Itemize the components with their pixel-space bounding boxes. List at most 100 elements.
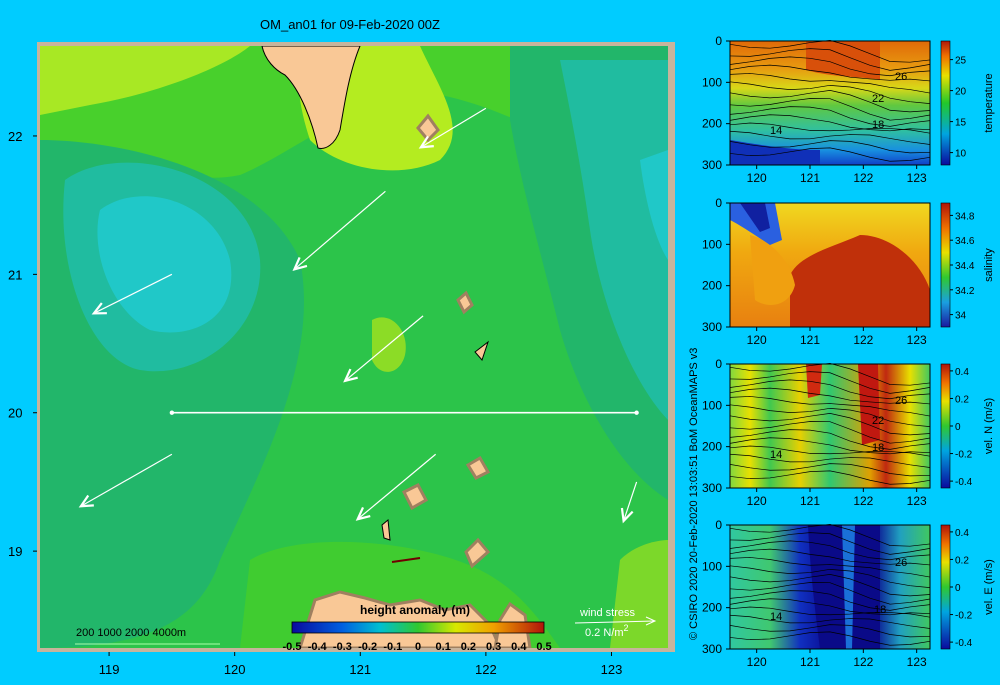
isotherm-contour bbox=[729, 40, 931, 63]
panel-colorbar-tick-label: -0.4 bbox=[955, 477, 973, 488]
wind-stress-vector bbox=[623, 481, 638, 522]
map-y-tick-label: 20 bbox=[8, 406, 22, 421]
ssh-colorbar-tick-label: -0.3 bbox=[333, 641, 352, 653]
wind-stress-vector bbox=[80, 453, 173, 507]
panel-frame bbox=[729, 40, 931, 166]
wind-legend-unit: 0.2 N/m2 bbox=[585, 623, 629, 639]
salinity-lowest-corner bbox=[740, 203, 770, 232]
panel-frame bbox=[729, 202, 931, 328]
panel-colorbar-tick-label: 34.4 bbox=[955, 261, 975, 272]
isotherm-contour bbox=[729, 574, 931, 597]
panel-colorbar-tick-label: 34 bbox=[955, 311, 967, 322]
panel-y-tick-label: 100 bbox=[702, 75, 722, 89]
panel-x-tick-label: 121 bbox=[800, 494, 820, 508]
panel-x-tick-label: 121 bbox=[800, 171, 820, 185]
vel-north-jet bbox=[858, 364, 880, 445]
isotherm-contour bbox=[729, 81, 931, 104]
panel-x-tick-label: 120 bbox=[747, 171, 767, 185]
panel-x-tick-label: 122 bbox=[853, 494, 873, 508]
temperature-deep-blue bbox=[730, 140, 820, 165]
isotherm-contour bbox=[729, 413, 931, 436]
panel-x-tick-label: 123 bbox=[907, 655, 927, 669]
ssh-region-northwest-high bbox=[40, 46, 250, 115]
map-x-tick-label: 122 bbox=[475, 662, 497, 677]
panel-x-tick-label: 121 bbox=[800, 333, 820, 347]
credit-text: © CSIRO 2020 20-Feb-2020 13:03:51 BoM Oc… bbox=[688, 348, 700, 640]
panel-colorbar-tick-label: 34.8 bbox=[955, 211, 975, 222]
contour-label: 14 bbox=[770, 611, 782, 623]
panel-y-tick-label: 100 bbox=[702, 559, 722, 573]
isotherm-contour bbox=[729, 140, 931, 154]
isotherm-contour bbox=[729, 453, 931, 468]
isotherm-contour bbox=[729, 463, 931, 477]
contour-label: 18 bbox=[872, 442, 884, 454]
panel-colorbar-tick-label: 0.4 bbox=[955, 528, 969, 539]
contour-label: 22 bbox=[872, 93, 884, 105]
contour-label: 18 bbox=[872, 119, 884, 131]
map-x-tick-label: 120 bbox=[224, 662, 246, 677]
panel-y-tick-label: 200 bbox=[702, 440, 722, 454]
wind-legend-label: wind stress bbox=[579, 607, 636, 619]
panel-colorbar-tick-label: 0 bbox=[955, 422, 961, 433]
depth-legend: 200 1000 2000 4000m bbox=[76, 627, 186, 639]
land-island-babuyan bbox=[456, 290, 474, 315]
panel-x-tick-label: 120 bbox=[747, 655, 767, 669]
panel-x-tick-label: 123 bbox=[907, 333, 927, 347]
panel-x-tick-label: 123 bbox=[907, 494, 927, 508]
wind-stress-arrowhead bbox=[418, 135, 434, 149]
wind-legend-arrowhead bbox=[645, 616, 657, 626]
ssh-colorbar-tick-label: -0.5 bbox=[283, 641, 302, 653]
isotherm-contour bbox=[729, 130, 931, 145]
isotherm-contour bbox=[729, 64, 931, 82]
panel-colorbar-label: salinity bbox=[983, 248, 995, 282]
panel-colorbar-tick-label: 10 bbox=[955, 149, 967, 160]
ssh-colorbar bbox=[291, 621, 545, 634]
panel-colorbar-tick-label: 0.2 bbox=[955, 394, 969, 405]
isotherm-contour bbox=[729, 371, 931, 394]
land-island-camiguin bbox=[465, 455, 491, 480]
panel-colorbar bbox=[940, 363, 951, 489]
panel-y-tick-label: 0 bbox=[715, 357, 722, 371]
panel-x-tick-label: 122 bbox=[853, 655, 873, 669]
isotherm-contour bbox=[729, 614, 931, 629]
panel-y-tick-label: 200 bbox=[702, 601, 722, 615]
panel-colorbar-tick-label: 25 bbox=[955, 56, 967, 67]
vel-north-section-panel: 26 22 18 14 120 121 122 123 0 100 200 300 0.4 0.2 0 -0.… bbox=[702, 357, 995, 508]
isotherm-contour bbox=[729, 379, 931, 400]
contour-label: 26 bbox=[895, 557, 907, 569]
wind-stress-vector bbox=[294, 190, 386, 270]
isotherm-contour bbox=[729, 565, 931, 588]
wind-stress-arrowhead bbox=[78, 494, 94, 508]
panel-y-tick-label: 300 bbox=[702, 481, 722, 495]
isotherm-contour bbox=[729, 429, 931, 450]
land-taiwan bbox=[261, 46, 361, 149]
panel-frame bbox=[729, 524, 931, 650]
panel-y-tick-label: 300 bbox=[702, 158, 722, 172]
land-island-fuga bbox=[381, 519, 391, 541]
panel-x-tick-label: 123 bbox=[907, 171, 927, 185]
land-islet bbox=[391, 557, 421, 563]
isotherm-contour bbox=[729, 540, 931, 561]
panel-frame bbox=[729, 363, 931, 489]
ssh-region-west-lowest bbox=[97, 196, 232, 333]
panel-colorbar-label: vel. E (m/s) bbox=[983, 559, 995, 615]
contour-label: 22 bbox=[872, 415, 884, 427]
isotherm-contour bbox=[729, 524, 931, 547]
ssh-colorbar-tick-label: 0.5 bbox=[536, 641, 551, 653]
panel-x-tick-label: 120 bbox=[747, 494, 767, 508]
map-x-tick-label: 121 bbox=[349, 662, 371, 677]
isotherm-contour bbox=[729, 106, 931, 127]
panel-colorbar-tick-label: 0 bbox=[955, 583, 961, 594]
isotherm-contour bbox=[729, 73, 931, 94]
wind-legend-arrow bbox=[574, 620, 656, 624]
ssh-colorbar-ticks: -0.5 -0.4 -0.3 -0.2 -0.1 0 0.1 0.2 0.3 0.4 0.5 bbox=[283, 641, 552, 653]
isotherm-contour bbox=[729, 624, 931, 638]
ssh-colorbar-tick-label: 0.3 bbox=[486, 641, 501, 653]
isotherm-contour bbox=[729, 387, 931, 405]
panel-colorbar-label: vel. N (m/s) bbox=[983, 398, 995, 454]
isotherm-contour bbox=[729, 147, 931, 162]
map-y-tick-label: 19 bbox=[8, 544, 22, 559]
isotherm-contour bbox=[729, 590, 931, 611]
isotherm-contour bbox=[729, 396, 931, 417]
panel-y-tick-label: 0 bbox=[715, 34, 722, 48]
